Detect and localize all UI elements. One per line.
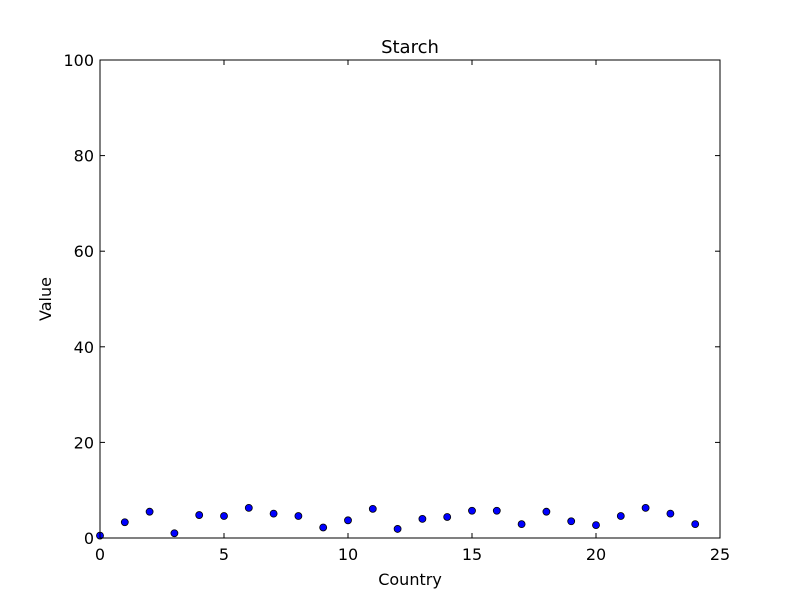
data-point [220,512,228,520]
data-point [691,520,700,529]
x-tick-label: 5 [219,545,229,564]
x-tick-label: 0 [95,545,105,564]
x-tick-label: 15 [462,545,482,564]
data-point [468,506,476,515]
y-tick-label: 20 [74,433,94,452]
y-tick-label: 40 [74,338,94,357]
data-point [244,503,253,512]
data-point [517,520,526,529]
data-point [319,523,328,532]
x-axis-label: Country [378,570,442,589]
data-point [641,503,650,512]
data-point [294,512,303,520]
data-point [443,513,452,521]
y-tick-label: 100 [63,51,94,70]
y-axis-label: Value [36,277,55,321]
data-point [567,517,576,526]
x-tick-label: 25 [710,545,730,564]
plot-frame [99,59,721,539]
x-tick-label: 20 [586,545,606,564]
data-point [368,504,377,513]
x-tick-label: 10 [338,545,358,564]
data-point [393,525,402,533]
data-point [666,509,675,518]
data-point [418,514,427,523]
data-point [195,511,204,519]
data-point [269,509,278,518]
data-point [145,507,154,516]
axis-ticks: 0 5 10 15 20 25 0 20 40 60 80 100 [63,51,730,564]
data-point [344,516,352,525]
data-point [616,512,625,520]
data-point [592,521,600,529]
data-point [170,529,179,538]
data-points [96,503,700,540]
y-tick-label: 80 [74,147,94,166]
data-point [120,518,129,527]
data-point [492,506,501,515]
y-tick-label: 60 [74,242,94,261]
chart-title: Starch [381,37,439,58]
y-tick-label: 0 [84,529,94,548]
data-point [542,507,551,516]
